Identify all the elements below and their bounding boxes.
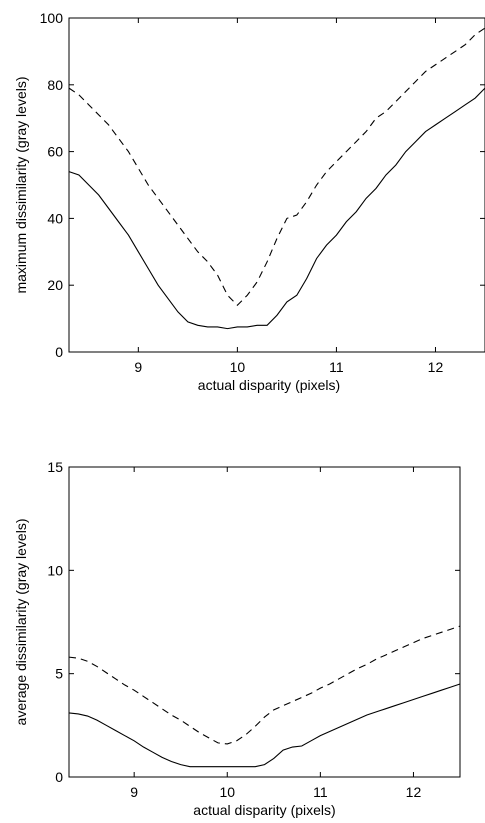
chart-1-x-tick-label: 11 xyxy=(329,359,344,375)
chart-2-x-tick-label: 12 xyxy=(406,784,422,800)
chart-1-y-tick-label: 0 xyxy=(55,344,63,360)
chart-2-y-tick-label: 5 xyxy=(55,666,63,682)
chart-2-x-axis-title: actual disparity (pixels) xyxy=(193,802,335,818)
chart-2-y-tick-label: 10 xyxy=(47,562,63,578)
chart-2-series-dashed-line xyxy=(68,625,461,745)
chart-1-x-tick-label: 10 xyxy=(230,359,246,375)
chart-2-axes-frame xyxy=(68,466,461,778)
chart-2-y-tick-label: 15 xyxy=(47,459,63,475)
chart-1-axes-frame xyxy=(68,17,485,353)
chart-1-x-tick-label: 12 xyxy=(428,359,444,375)
chart-2-series-solid-line xyxy=(68,683,461,768)
chart-1-y-tick-label: 60 xyxy=(47,144,63,160)
chart-1-x-tick-label: 9 xyxy=(134,359,142,375)
chart-2-y-axis-title: average dissimilarity (gray levels) xyxy=(13,519,29,726)
chart-1-series-solid-line xyxy=(68,87,485,330)
chart-1-y-tick-label: 100 xyxy=(40,10,64,26)
chart-1-series-dashed-line xyxy=(68,27,485,307)
chart-1-y-tick-label: 80 xyxy=(47,77,63,93)
chart-2-x-tick-label: 10 xyxy=(219,784,235,800)
chart-2-x-tick-label: 11 xyxy=(313,784,328,800)
chart-1-y-tick-label: 20 xyxy=(47,277,63,293)
chart-2-y-tick-label: 0 xyxy=(55,769,63,785)
chart-1-x-axis-title: actual disparity (pixels) xyxy=(198,377,340,393)
chart-2-x-tick-label: 9 xyxy=(130,784,138,800)
chart-1-y-axis-title: maximum dissimilarity (gray levels) xyxy=(13,76,29,293)
chart-1-y-tick-label: 40 xyxy=(47,210,63,226)
